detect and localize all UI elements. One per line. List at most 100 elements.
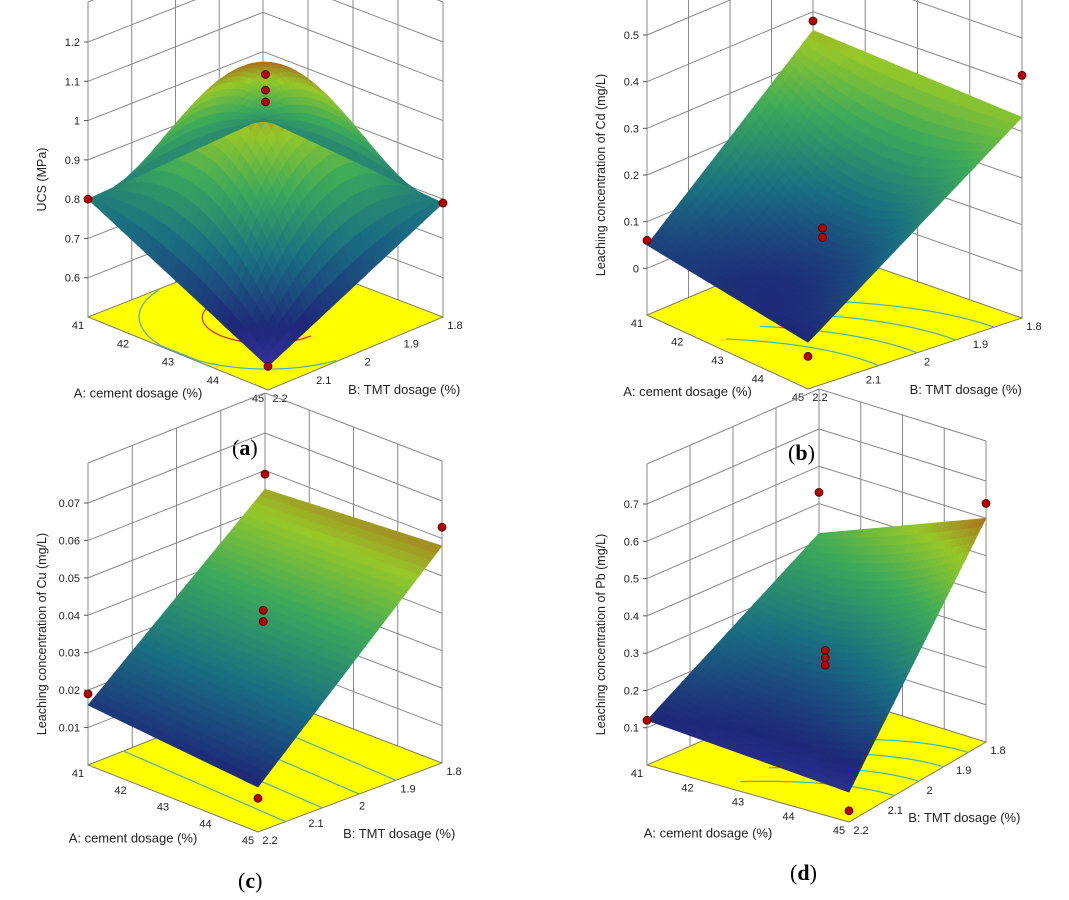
z-tick-label: 0.3: [624, 648, 639, 660]
wall-gridline-horizontal: [87, 0, 196, 43]
x-tick-label: 41: [631, 768, 643, 780]
y-tick-label: 2.1: [866, 374, 881, 386]
z-tick-label: 0.5: [624, 574, 639, 586]
y-tick-label: 2.1: [888, 805, 903, 817]
y-tick-label: 2: [924, 357, 930, 369]
wall-gridline-horizontal: [646, 465, 820, 542]
y-axis-label: B: TMT dosage (%): [908, 810, 1020, 825]
design-point: [83, 689, 93, 699]
x-tick-label: 41: [72, 320, 84, 332]
x-tick-label: 45: [242, 835, 254, 847]
z-tick-label: 0.2: [624, 685, 639, 697]
z-tick-label: 0.4: [624, 77, 639, 89]
z-tick-label: 0.04: [59, 610, 80, 622]
plot-frame: [87, 392, 443, 832]
wall-gridline-horizontal: [87, 507, 266, 579]
y-axis-tmt: 2.22.121.91.8B: TMT dosage (%): [272, 320, 462, 405]
z-tick-label: 0.1: [624, 217, 639, 229]
design-points: [642, 16, 1027, 361]
design-point: [803, 351, 813, 361]
z-tick-label: 0.06: [59, 535, 80, 547]
x-tick-label: 43: [711, 355, 723, 367]
x-tick-label: 45: [252, 393, 264, 405]
y-tick-label: 2: [359, 801, 365, 813]
wall-top-edge: [818, 388, 987, 442]
contour-line: [826, 300, 995, 328]
z-tick-label: 0.2: [624, 170, 639, 182]
design-point: [438, 198, 448, 208]
y-tick-label: 1.9: [400, 783, 415, 795]
x-tick-label: 44: [782, 811, 794, 823]
x-axis-label: A: cement dosage (%): [644, 826, 773, 841]
x-axis-label: A: cement dosage (%): [623, 384, 752, 399]
design-point: [820, 653, 830, 663]
wall-gridline-horizontal: [262, 51, 444, 122]
y-tick-label: 1.8: [446, 766, 461, 778]
z-tick-label: 0.7: [624, 499, 639, 511]
y-axis-label: B: TMT dosage (%): [343, 826, 455, 841]
contour-line: [123, 750, 286, 823]
z-tick-label: 0: [633, 263, 639, 275]
surface-facet: [807, 29, 820, 41]
y-tick-label: 2.1: [316, 375, 331, 387]
design-points: [83, 469, 447, 803]
wall-gridline-horizontal: [646, 11, 814, 83]
y-tick-label: 1.9: [956, 765, 971, 777]
chart-panel-d: 0.1 0.2 0.3 0.4 0.5 0.6 0.7 Leaching concentrat…: [535, 388, 1069, 900]
y-tick-label: 2: [926, 785, 932, 797]
z-tick-label: 1.2: [65, 37, 80, 49]
wall-gridline-horizontal: [812, 11, 1023, 86]
y-tick-label: 1.8: [990, 745, 1005, 757]
wall-gridline-horizontal: [87, 11, 264, 82]
surface-facet: [256, 118, 270, 122]
chart-panel-c: 0.01 0.02 0.03 0.04 0.05 0.06 0.07 Leaching con…: [0, 392, 535, 900]
x-tick-label: 43: [157, 802, 169, 814]
wall-gridline-horizontal: [911, 0, 1023, 39]
y-tick-label: 2.2: [812, 392, 827, 404]
y-tick-label: 2: [364, 357, 370, 369]
wall-gridline-horizontal: [262, 11, 444, 82]
x-tick-label: 44: [199, 818, 211, 830]
wall-top-edge: [87, 392, 266, 464]
contour-line: [138, 289, 337, 370]
surface-facet: [813, 532, 825, 540]
y-tick-label: 2.2: [853, 825, 868, 837]
design-point: [253, 793, 263, 803]
panel-label-a: (a): [232, 435, 258, 460]
x-axis-label: A: cement dosage (%): [69, 831, 198, 846]
wall-top-edge: [646, 388, 820, 465]
z-tick-label: 1: [74, 116, 80, 128]
wall-gridline-horizontal: [87, 51, 264, 122]
x-tick-label: 44: [752, 374, 764, 386]
x-tick-label: 42: [681, 782, 693, 794]
design-point: [818, 233, 827, 242]
surface-facet: [259, 488, 271, 498]
design-point: [437, 522, 447, 532]
contour-line: [726, 338, 879, 367]
chart-panel-a: 0.6 0.7 0.8 0.9 1 1.1 1.2 UCS (MPa) 41 42 43 44 45 A:…: [0, 0, 535, 470]
z-axis-label: Leaching concentration of Cd (mg/L): [594, 74, 608, 276]
wall-gridline-horizontal: [646, 428, 820, 505]
panel-label-b: (b): [788, 440, 815, 465]
chart-panel-b: 0 0.1 0.2 0.3 0.4 0.5 Leaching concentration o…: [535, 0, 1069, 470]
y-axis-tmt: 2.22.121.91.8B: TMT dosage (%): [262, 766, 461, 847]
y-tick-label: 1.8: [1026, 321, 1041, 333]
response-surface: [87, 61, 444, 367]
design-point: [258, 617, 268, 626]
response-surface: [646, 517, 987, 793]
design-point: [642, 235, 652, 245]
design-point: [818, 223, 827, 233]
z-tick-label: 0.6: [624, 536, 639, 548]
z-tick-label: 0.7: [65, 233, 80, 245]
y-tick-label: 2.2: [262, 835, 277, 847]
design-point: [261, 85, 270, 95]
